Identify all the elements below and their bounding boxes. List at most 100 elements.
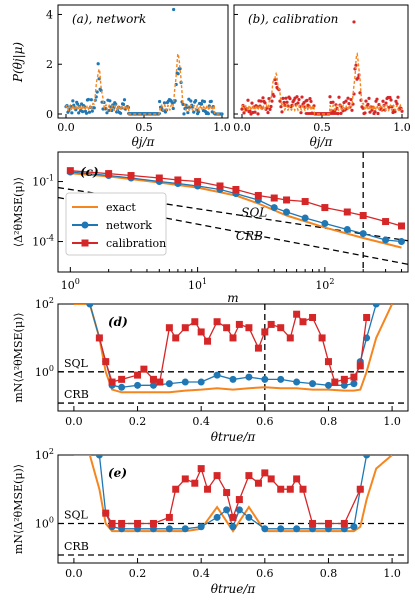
y-axis-label: mN⟨Δ²θMSE(μ)⟩ <box>12 312 25 402</box>
calibration-point <box>223 324 231 332</box>
scatter-point <box>176 72 180 76</box>
panel-label: (d) <box>108 315 128 329</box>
x-tick-label: 102 <box>315 277 334 292</box>
x-tick-label: 0.6 <box>256 415 274 428</box>
calibration-point <box>363 313 371 321</box>
network-point <box>223 506 231 514</box>
calibration-point <box>223 489 231 497</box>
calibration-point <box>318 334 326 342</box>
calibration-point <box>324 519 332 527</box>
scatter-point <box>108 99 112 103</box>
scatter-point <box>261 96 265 100</box>
exact-curve <box>241 52 403 115</box>
scatter-point <box>296 101 300 105</box>
scatter-point <box>77 111 81 115</box>
scatter-point <box>92 106 96 110</box>
scatter-point <box>71 99 75 103</box>
scatter-point <box>86 97 91 102</box>
y-axis-label: mN⟨Δ²θMSE(μ)⟩ <box>12 464 25 554</box>
x-tick-label: 0.0 <box>233 121 251 134</box>
scatter-point <box>364 99 368 103</box>
scatter-point <box>250 101 254 105</box>
calibration-point <box>301 198 309 206</box>
calibration-point <box>204 485 212 493</box>
calibration-point <box>235 496 243 504</box>
x-tick-label: 0.5 <box>313 121 331 134</box>
annotation-sql: SQL <box>64 357 89 370</box>
network-point <box>261 525 269 533</box>
scatter-point <box>337 95 341 99</box>
calibration-point <box>331 378 339 386</box>
series-line-exact <box>73 304 394 394</box>
network-point <box>301 214 309 222</box>
calibration-point <box>267 320 275 328</box>
x-tick-label: 0.0 <box>65 567 83 580</box>
series-group-d <box>73 304 394 394</box>
scatter-point <box>309 99 313 104</box>
scatter-point <box>202 99 207 104</box>
calibration-point <box>155 174 163 182</box>
y-tick-label: 100 <box>35 364 54 379</box>
calibration-point <box>254 192 262 200</box>
network-point <box>86 304 94 308</box>
network-point <box>229 375 237 383</box>
y-axis-label: ⟨Δ²θMSE(μ)⟩ <box>12 177 25 247</box>
x-tick-label: 100 <box>61 277 80 292</box>
calibration-point <box>309 519 317 527</box>
scatter-point <box>268 107 272 111</box>
network-point <box>245 373 253 381</box>
calibration-point <box>340 519 348 527</box>
network-point <box>340 525 348 533</box>
network-point <box>293 525 301 533</box>
network-point <box>197 378 205 386</box>
calibration-point <box>165 513 173 521</box>
panel-e-frame <box>57 454 409 564</box>
calibration-point <box>140 365 148 373</box>
calibration-point <box>213 472 221 480</box>
calibration-point <box>299 485 307 493</box>
calibration-point <box>309 313 317 321</box>
scatter-point <box>281 96 285 100</box>
scatter-point <box>377 103 381 107</box>
network-point <box>181 525 189 533</box>
calibration-point <box>102 509 110 517</box>
network-point <box>309 525 317 533</box>
scatter-point <box>350 108 354 112</box>
scatter-point <box>76 102 80 106</box>
calibration-point <box>299 318 307 326</box>
x-tick-label: 0.8 <box>320 415 338 428</box>
scatter-point <box>272 94 276 98</box>
scatter-point <box>259 99 263 103</box>
network-point <box>343 226 351 234</box>
exact-curve <box>65 52 222 115</box>
calibration-point <box>382 218 390 226</box>
network-point <box>261 375 269 383</box>
calibration-point <box>293 310 301 318</box>
calibration-point <box>191 479 199 487</box>
network-point <box>309 380 317 388</box>
scatter-point <box>242 111 246 115</box>
scatter-point <box>266 111 270 115</box>
scatter-point <box>308 97 312 101</box>
x-tick-label: 1.0 <box>393 121 411 134</box>
network-point <box>134 525 142 533</box>
network-point <box>277 375 285 383</box>
scatter-point <box>297 97 301 102</box>
network-point <box>229 523 237 531</box>
scatter-point <box>363 111 367 115</box>
scatter-point <box>192 110 196 114</box>
calibration-point <box>197 328 205 336</box>
calibration-point <box>197 465 205 473</box>
calibration-point <box>267 475 275 483</box>
scatter-point <box>206 112 210 116</box>
scatter-point <box>328 95 332 99</box>
scatter-point <box>246 98 250 102</box>
x-axis-label: θtrue/π <box>211 582 257 596</box>
panel-c-frame <box>57 151 409 273</box>
scatter-point <box>269 104 273 109</box>
x-axis-label: θj/π <box>132 135 156 149</box>
calibration-point <box>181 475 189 483</box>
scatter-point <box>299 111 303 115</box>
x-tick-label: 0.4 <box>192 567 210 580</box>
scatter-point <box>171 106 175 111</box>
